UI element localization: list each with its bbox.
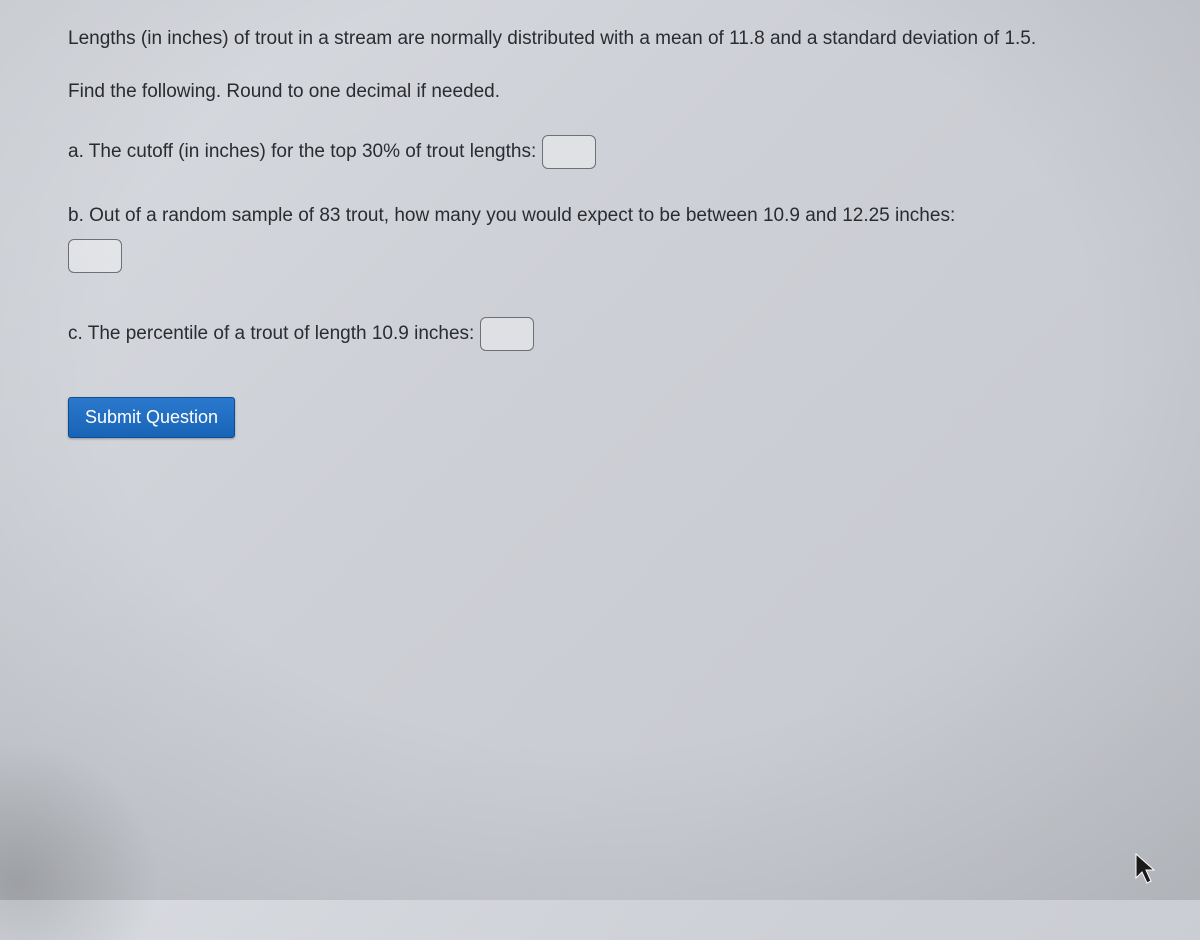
question-b-input[interactable] (68, 239, 122, 273)
photo-corner-shadow (0, 740, 160, 940)
question-b-input-row (68, 239, 1140, 273)
question-panel: Lengths (in inches) of trout in a stream… (18, 0, 1190, 468)
problem-instruction: Find the following. Round to one decimal… (68, 81, 1140, 103)
question-b-text: b. Out of a random sample of 83 trout, h… (68, 205, 955, 227)
submit-button[interactable]: Submit Question (68, 397, 235, 438)
question-a-row: a. The cutoff (in inches) for the top 30… (68, 135, 1140, 169)
question-b-row: b. Out of a random sample of 83 trout, h… (68, 205, 1140, 227)
problem-intro: Lengths (in inches) of trout in a stream… (68, 26, 1128, 53)
question-c-text: c. The percentile of a trout of length 1… (68, 323, 474, 345)
question-c-input[interactable] (480, 317, 534, 351)
question-c-row: c. The percentile of a trout of length 1… (68, 317, 1140, 351)
question-a-text: a. The cutoff (in inches) for the top 30… (68, 141, 536, 163)
question-a-input[interactable] (542, 135, 596, 169)
